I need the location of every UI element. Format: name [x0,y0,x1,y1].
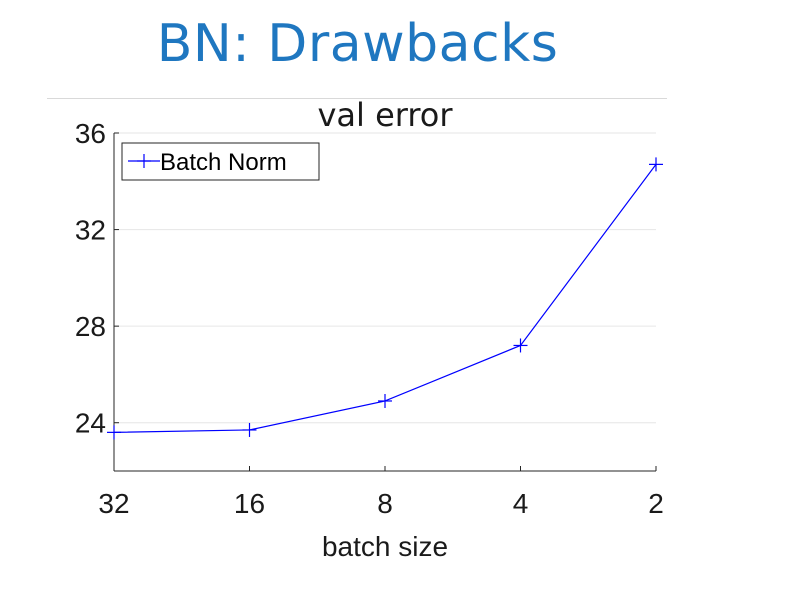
legend: Batch Norm [121,142,320,181]
x-tick-label-32: 32 [98,488,129,519]
legend-label-batch-norm: Batch Norm [160,149,287,176]
x-tick-label-2: 2 [648,488,664,519]
data-point-2 [649,157,663,172]
slide-title: BN: Drawbacks [156,14,559,74]
y-tick-label-28: 28 [75,311,106,342]
y-tick-label-24: 24 [75,408,106,439]
series-line-0 [113,164,657,433]
data-point-4 [513,338,528,353]
x-tick-label-16: 16 [234,488,265,519]
data-point-8 [378,393,392,408]
x-tick-label-8: 8 [377,488,393,519]
axes [113,132,657,472]
chart-title: val error [317,96,453,134]
y-tick-label-36: 36 [75,118,106,149]
series-batch-norm [107,157,663,440]
data-point-32 [107,425,121,440]
y-tick-label-32: 32 [75,215,106,246]
data-point-16 [242,422,257,437]
gridlines [114,132,656,424]
x-tick-label-4: 4 [513,488,529,519]
x-axis-label: batch size [322,531,448,562]
tick-labels: 24 28 32 36 32 16 8 4 2 [75,118,664,519]
title-divider [47,98,667,99]
